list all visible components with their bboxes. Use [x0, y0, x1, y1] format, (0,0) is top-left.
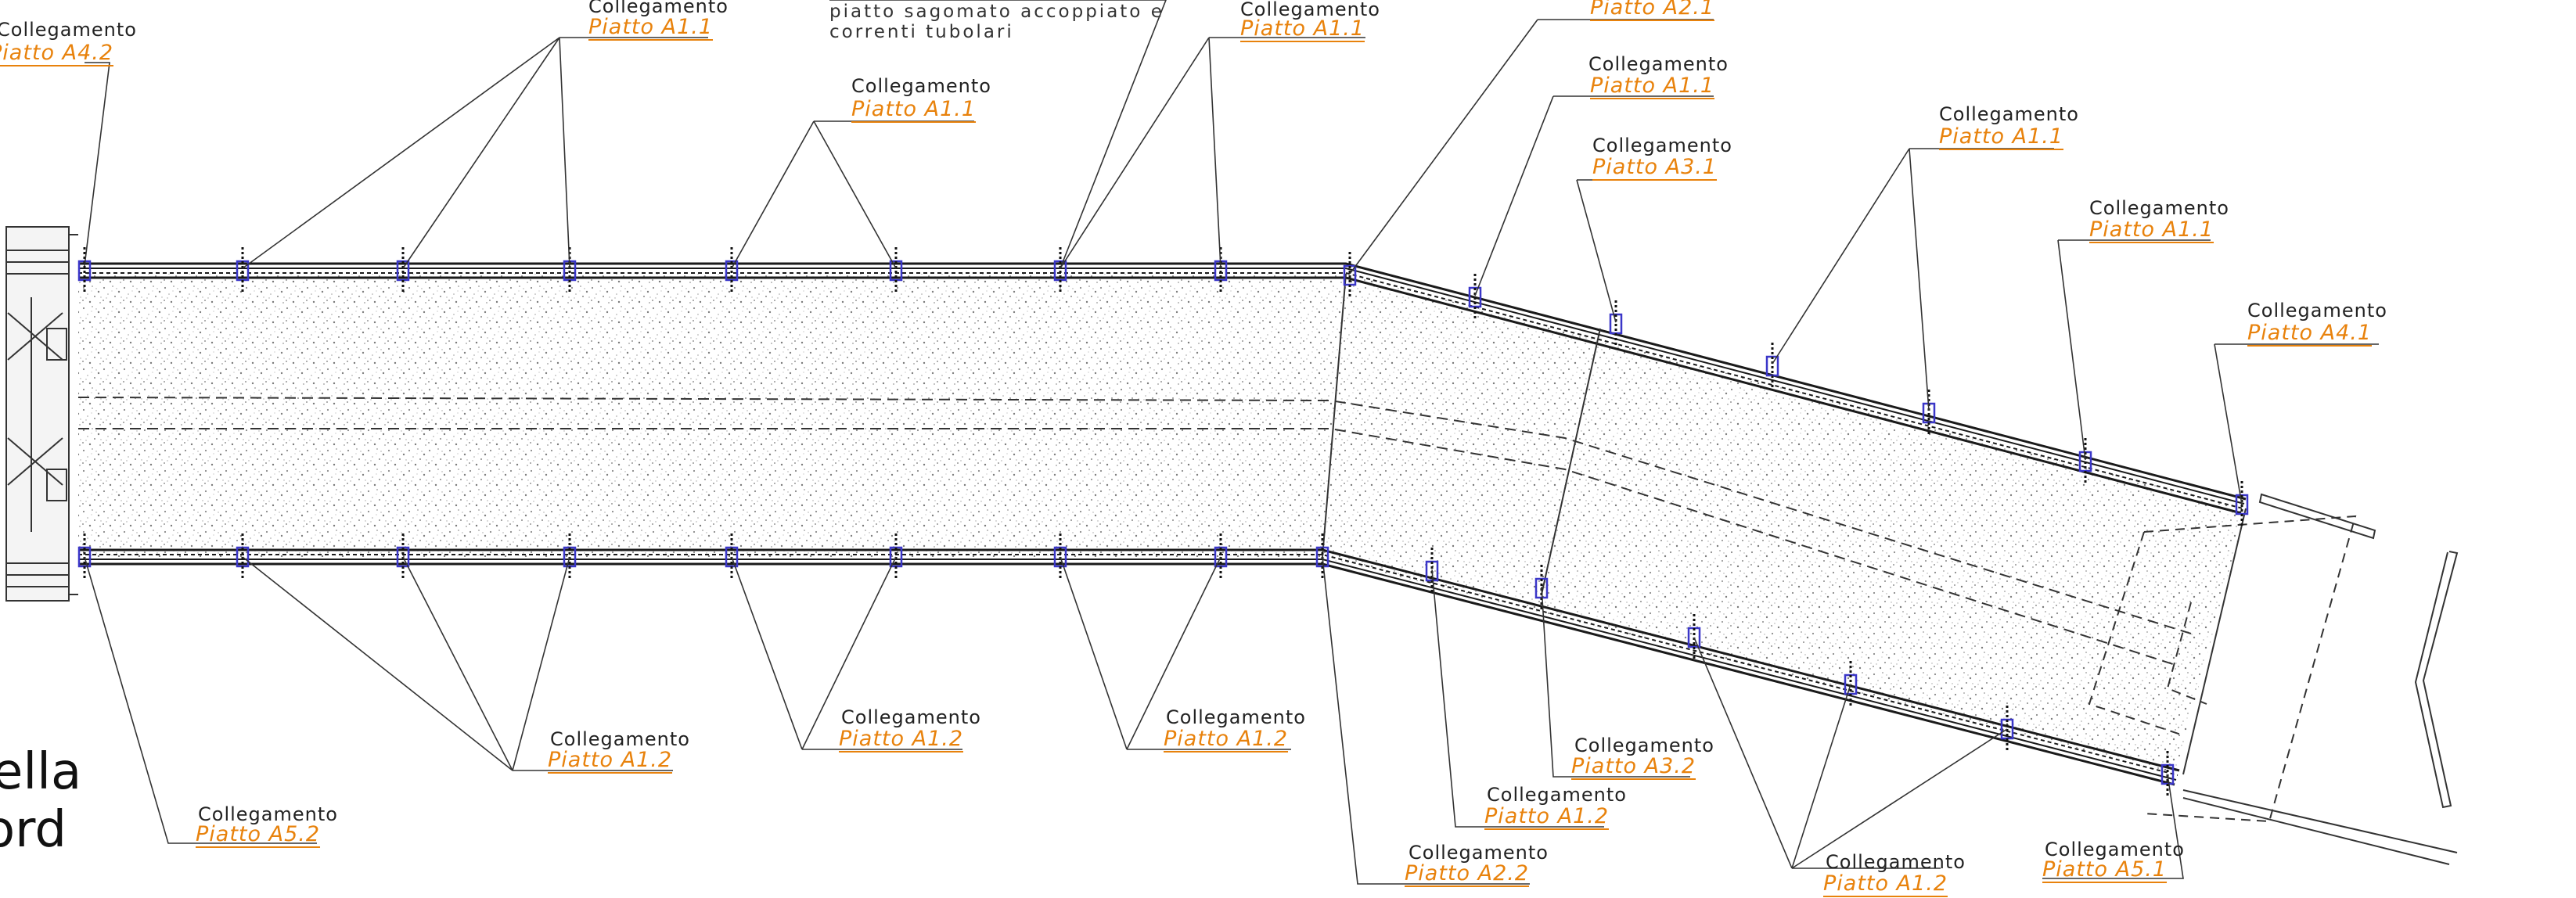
callout-reference: Piatto A3.1	[1592, 155, 1717, 179]
inner-lines	[77, 397, 2192, 666]
callout-caption: Collegamento	[841, 706, 981, 728]
callout-reference: Piatto A1.2	[1484, 804, 1609, 828]
end-outline	[2088, 515, 2357, 823]
callout-caption: Collegamento	[1574, 735, 1714, 756]
callout-caption: Collegamento	[1166, 706, 1306, 728]
callout-caption: Collegamento	[1409, 842, 1549, 864]
callout-reference: Piatto A4.2	[0, 41, 113, 65]
rail-profile	[2414, 551, 2459, 809]
connection-marker	[1468, 274, 1482, 321]
callout-reference: Piatto A1.1	[588, 15, 713, 39]
callout-reference: Piatto A1.1	[1240, 16, 1365, 41]
callout-reference: Piatto A1.2	[1164, 727, 1288, 751]
note-line-1: piatto sagomato accoppiato e	[829, 2, 1164, 22]
callout-labels: Collegamento Piatto A4.2 Collegamento Pi…	[0, 0, 2387, 896]
callout-reference: Piatto A2.1	[1590, 0, 1714, 20]
connection-marker	[1765, 343, 1779, 390]
callout-caption: Collegamento	[2247, 300, 2387, 321]
connection-marker	[2078, 438, 2092, 485]
slab-fill	[78, 274, 2246, 774]
callout-caption: Collegamento	[1826, 851, 1966, 873]
connection-marker	[1053, 247, 1067, 294]
connection-marker	[236, 247, 250, 294]
callout-reference: Piatto A1.2	[839, 727, 963, 751]
callout-caption: Collegamento	[1592, 135, 1732, 156]
end-plate	[2182, 493, 2458, 865]
callout-caption: Collegamento	[1240, 0, 1380, 20]
callout-reference: Piatto A3.2	[1571, 754, 1696, 778]
reference-underlines	[0, 20, 2373, 897]
callout-caption: Collegamento	[851, 75, 991, 97]
callout-caption: Collegamento	[0, 19, 137, 41]
callout-caption: Collegamento	[198, 803, 338, 825]
callout-reference: Piatto A1.1	[851, 97, 976, 121]
callout-reference: Piatto A2.2	[1405, 861, 1529, 885]
connection-marker	[396, 247, 410, 294]
callout-caption: Collegamento	[1588, 53, 1729, 75]
title-fragment-line-1: ella	[0, 743, 81, 801]
callout-caption: Collegamento	[1487, 784, 1627, 806]
callout-caption: Collegamento	[2045, 839, 2185, 860]
callout-reference: Piatto A1.2	[1823, 871, 1948, 896]
callout-caption: Collegamento	[588, 0, 729, 17]
note-line-2: correnti tubolari	[829, 22, 1014, 42]
connection-marker	[889, 247, 903, 294]
callout-reference: Piatto A5.1	[2042, 857, 2167, 882]
title-fragment-line-2: ord	[0, 801, 67, 859]
callout-caption: Collegamento	[1939, 103, 2079, 125]
callout-reference: Piatto A1.2	[548, 748, 672, 772]
callout-reference: Piatto A1.1	[1590, 74, 1714, 98]
connection-marker	[725, 247, 739, 294]
connection-marker	[1609, 300, 1623, 347]
transition-lines	[1322, 273, 2247, 775]
abutment	[5, 226, 78, 602]
callout-reference: Piatto A1.1	[2089, 217, 2214, 242]
callout-reference: Piatto A1.1	[1939, 124, 2063, 149]
callout-reference: Piatto A4.1	[2247, 321, 2372, 345]
callout-reference: Piatto A5.2	[196, 822, 320, 846]
callout-caption: Collegamento	[550, 728, 690, 750]
callout-caption: Collegamento	[2089, 197, 2229, 219]
connection-marker	[1343, 252, 1357, 299]
